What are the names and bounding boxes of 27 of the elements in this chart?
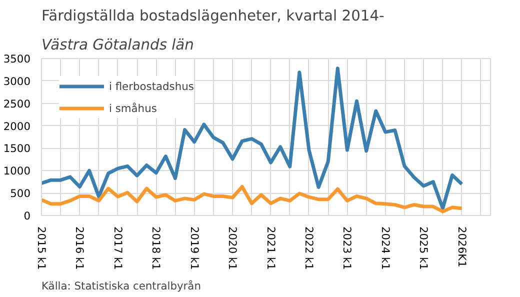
legend-label: i flerbostadshus bbox=[109, 80, 194, 92]
x-tick-label: 2018 k1 bbox=[150, 226, 163, 270]
x-tick-label: 2017 k1 bbox=[111, 226, 124, 270]
text: Källa: Statistiska centralbyrån bbox=[42, 280, 201, 292]
y-tick-label: 2500 bbox=[3, 97, 31, 110]
chart-title: Färdigställda bostadslägenheter, kvartal 2014- bbox=[42, 8, 384, 24]
x-tick-label: 2019 k1 bbox=[188, 226, 201, 270]
x-tick-label: 2022 k1 bbox=[302, 226, 316, 270]
chart-subtitle: Västra Götalands län bbox=[42, 36, 194, 54]
y-tick-label: 1000 bbox=[3, 164, 31, 178]
x-tick-label: 2026K1 bbox=[455, 226, 468, 268]
y-tick-label: 1500 bbox=[3, 142, 31, 156]
y-tick-label: 500 bbox=[10, 187, 31, 200]
x-tick-label: 2024 k1 bbox=[378, 226, 392, 270]
legend-label: i småhus bbox=[109, 102, 157, 114]
line-series bbox=[42, 185, 464, 214]
x-tick-label: 2021 k1 bbox=[264, 226, 278, 270]
y-tick-label: 3000 bbox=[3, 74, 31, 88]
x-tick-label: 2015 k1 bbox=[35, 226, 48, 270]
y-tick-label: 2000 bbox=[3, 120, 31, 133]
y-tick-label: 0 bbox=[24, 210, 31, 222]
x-tick-label: 2020 k1 bbox=[226, 226, 240, 270]
y-tick-label: 3500 bbox=[3, 52, 31, 66]
line-series bbox=[42, 66, 464, 210]
x-tick-label: 2025 k1 bbox=[417, 226, 430, 270]
x-tick-label: 2023 k1 bbox=[340, 226, 354, 270]
x-tick-label: 2016 k1 bbox=[73, 226, 86, 270]
